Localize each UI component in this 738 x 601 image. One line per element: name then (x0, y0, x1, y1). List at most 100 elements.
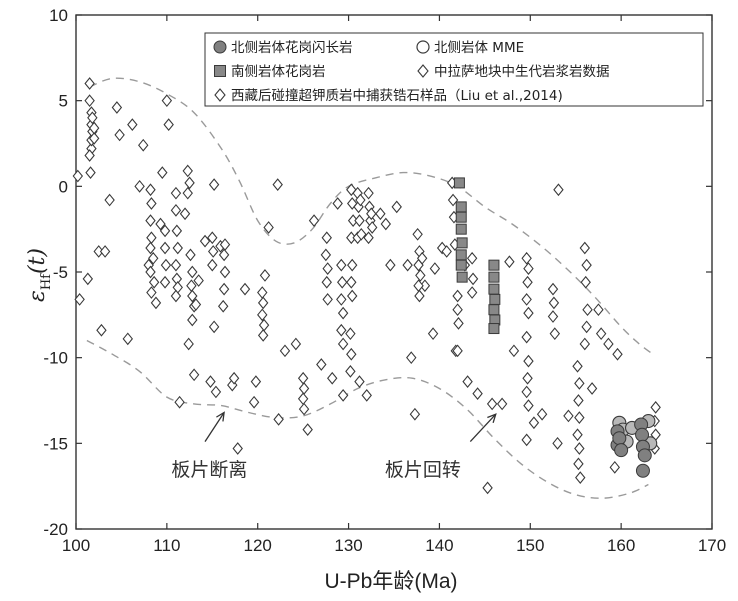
data-point-diamond (496, 397, 508, 411)
data-point-diamond (573, 394, 584, 407)
data-point-diamond (199, 234, 211, 248)
data-point-diamond (482, 481, 493, 495)
data-point-diamond (361, 388, 372, 402)
legend-box (204, 32, 704, 107)
data-point-filled-square (488, 259, 500, 271)
data-point-diamond (148, 275, 160, 289)
data-point-diamond (406, 351, 417, 365)
data-point-diamond (239, 282, 251, 296)
data-point-diamond (575, 471, 586, 484)
data-point-diamond (159, 224, 171, 238)
data-point-diamond (336, 258, 347, 272)
data-point-diamond (179, 207, 191, 221)
data-point-filled-square (453, 177, 465, 189)
data-point-diamond (316, 358, 327, 371)
data-point-diamond (579, 337, 591, 351)
data-point-diamond (522, 371, 533, 385)
data-point-diamond (96, 323, 107, 337)
data-point-diamond (187, 265, 198, 279)
data-point-diamond (337, 275, 348, 289)
data-point-diamond (210, 385, 222, 399)
data-point-diamond (586, 382, 598, 395)
data-point-diamond (345, 327, 356, 341)
data-point-diamond (345, 365, 356, 378)
data-point-diamond (453, 317, 464, 330)
data-point-diamond (547, 282, 559, 296)
data-point-diamond (336, 293, 347, 306)
x-axis-title: U-Pb年龄(Ma) (324, 570, 457, 593)
data-point-diamond (574, 376, 585, 390)
data-point-diamond (257, 296, 269, 310)
data-point-diamond (134, 179, 145, 193)
data-points (72, 77, 661, 495)
data-point-diamond (146, 231, 157, 245)
data-point-diamond (366, 221, 378, 234)
data-point-diamond (193, 274, 204, 287)
data-point-diamond (366, 207, 377, 221)
data-point-filled-circle (635, 463, 650, 478)
data-point-diamond (163, 118, 174, 132)
data-point-diamond (521, 251, 532, 265)
data-point-diamond (207, 231, 218, 245)
data-point-diamond (171, 224, 183, 238)
data-point-diamond (298, 402, 310, 416)
data-point-diamond (157, 166, 168, 179)
data-point-diamond (337, 337, 349, 351)
data-point-filled-circle (635, 427, 650, 442)
data-point-diamond (354, 375, 365, 389)
legend-marker-north-mme (416, 40, 430, 54)
data-point-diamond (183, 337, 194, 351)
data-point-diamond (363, 231, 374, 245)
data-point-filled-square (456, 237, 468, 249)
annotation-arrowhead (487, 413, 497, 424)
y-tick-label: -10 (43, 349, 68, 368)
data-point-diamond (72, 169, 84, 183)
data-point-diamond (466, 286, 478, 299)
data-point-diamond (593, 303, 604, 317)
data-point-diamond (172, 241, 183, 255)
data-point-diamond (185, 248, 196, 262)
annotation-arrow (469, 413, 497, 443)
y-tick-label: 0 (59, 177, 68, 196)
data-point-diamond (74, 293, 85, 306)
data-point-diamond (549, 327, 561, 341)
data-point-diamond (523, 354, 534, 368)
legend-entry-central-lhasa: 中拉萨地块中生代岩浆岩数据 (434, 64, 610, 80)
data-point-diamond (146, 286, 157, 299)
data-point-diamond (603, 337, 614, 351)
data-point-filled-square (455, 249, 467, 261)
data-point-filled-square (456, 271, 468, 283)
data-point-diamond (207, 258, 218, 272)
data-point-diamond (327, 371, 338, 385)
legend-entry-south-granite: 南侧岩体花岗岩 (231, 64, 326, 80)
x-tick-label: 160 (607, 536, 635, 555)
data-point-diamond (547, 310, 559, 323)
data-point-diamond (466, 251, 478, 265)
data-point-diamond (337, 388, 349, 402)
data-point-diamond (250, 375, 262, 389)
data-point-diamond (523, 399, 534, 413)
annotation-arrow (204, 412, 225, 442)
data-point-filled-square (455, 211, 467, 223)
data-point-diamond (415, 269, 426, 282)
data-point-diamond (573, 457, 584, 471)
x-tick-label: 120 (244, 536, 272, 555)
data-point-diamond (380, 217, 392, 231)
data-point-diamond (581, 320, 592, 334)
data-point-diamond (170, 289, 182, 303)
data-point-filled-square (488, 304, 500, 316)
data-point-diamond (346, 197, 358, 210)
data-point-diamond (353, 200, 364, 214)
data-point-diamond (462, 375, 473, 389)
data-point-diamond (414, 289, 425, 303)
y-tick-label: -15 (43, 434, 68, 453)
data-point-diamond (581, 258, 592, 272)
data-point-diamond (82, 272, 94, 286)
data-point-diamond (297, 392, 309, 406)
data-point-diamond (580, 275, 591, 289)
data-point-diamond (170, 186, 182, 200)
data-point-diamond (248, 395, 260, 409)
data-point-diamond (219, 265, 231, 279)
data-point-diamond (523, 306, 534, 320)
